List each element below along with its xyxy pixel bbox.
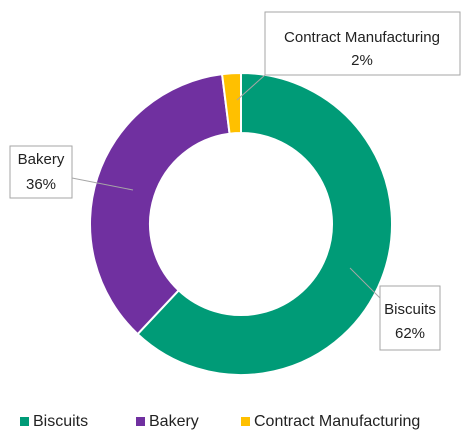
label-box [264, 11, 461, 76]
data-label-name: Contract Manufacturing [284, 29, 440, 46]
leader-line [71, 177, 134, 191]
legend-label: Biscuits [33, 413, 88, 430]
label-box [379, 285, 441, 351]
data-label-value: 2% [351, 52, 373, 69]
legend-swatch [241, 417, 250, 426]
label-box [9, 145, 73, 199]
data-label-name: Biscuits [384, 301, 436, 318]
data-label-value: 62% [395, 325, 425, 342]
leader-line [236, 74, 266, 101]
donut-slice [89, 73, 231, 336]
donut-slice [136, 71, 393, 376]
legend-label: Bakery [149, 413, 199, 430]
data-label-value: 36% [26, 176, 56, 193]
donut-slice [220, 71, 242, 135]
legend-label: Contract Manufacturing [254, 413, 420, 430]
legend-swatch [136, 417, 145, 426]
data-label-name: Bakery [18, 151, 65, 168]
leader-line [349, 267, 381, 299]
legend-swatch [20, 417, 29, 426]
